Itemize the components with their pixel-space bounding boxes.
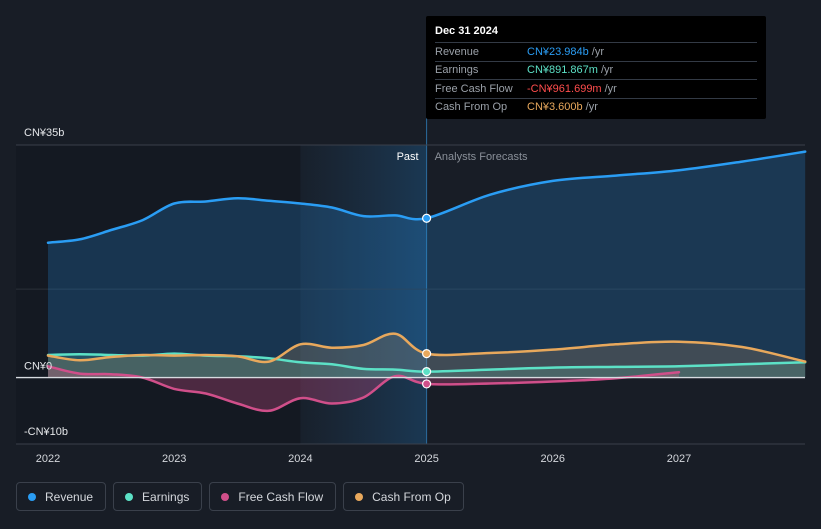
past-background [16,145,301,444]
tooltip-unit: /yr [591,45,605,58]
tooltip-row-revenue: Revenue CN¥23.984b /yr [435,42,757,61]
x-tick-label: 2025 [414,453,438,465]
legend-label: Free Cash Flow [238,489,324,504]
x-tick-label: 2027 [667,453,691,465]
y-tick-label: CN¥35b [24,127,64,139]
legend-label: Earnings [142,489,190,504]
tooltip-value: -CN¥961.699m [527,82,602,95]
legend-label: Cash From Op [372,489,451,504]
revenue-area [48,151,806,378]
legend-item-revenue[interactable]: Revenue [16,482,107,511]
tooltip-unit: /yr [604,82,617,95]
free-cash-flow-line [46,365,681,413]
tooltip-label: Earnings [435,64,479,77]
tooltip-value: CN¥23.984b [527,45,589,58]
cash-from-op-line [46,332,807,364]
forecast-label: Analysts Forecasts [435,151,528,163]
x-tick-label: 2022 [36,453,60,465]
cash-from-op-highlight-point [422,349,432,359]
y-tick-label: -CN¥10b [24,426,68,438]
tooltip-label: Revenue [435,45,480,58]
tooltip-unit: /yr [600,64,614,77]
legend-item-earnings[interactable]: Earnings [113,482,203,511]
free-cash-flow-highlight-point [422,379,432,389]
legend: Revenue Earnings Free Cash Flow Cash Fro… [16,482,464,511]
legend-label: Revenue [45,489,94,504]
tooltip-date: Dec 31 2024 [435,25,498,37]
tooltip-row-free-cash-flow: Free Cash Flow -CN¥961.699m /yr [435,79,757,98]
past-highlight-region [300,145,427,444]
tooltip-value: CN¥891.867m [527,64,598,77]
revenue-dot-icon [28,492,36,501]
earnings-area [48,353,806,378]
free-cash-flow-area [48,366,679,411]
free-cash-flow-dot-icon [221,492,230,501]
past-label: Past [397,151,419,163]
legend-item-free-cash-flow[interactable]: Free Cash Flow [209,482,337,511]
earnings-highlight-point [422,367,432,377]
legend-item-cash-from-op[interactable]: Cash From Op [343,482,464,511]
tooltip-row-earnings: Earnings CN¥891.867m /yr [435,60,757,80]
tooltip-unit: /yr [585,101,598,114]
earnings-dot-icon [125,492,134,501]
x-tick-label: 2023 [162,453,186,465]
x-tick-label: 2024 [288,453,312,465]
cash-from-op-dot-icon [355,492,364,501]
tooltip: Dec 31 2024 Revenue CN¥23.984b /yr Earni… [426,16,766,119]
tooltip-row-cash-from-op: Cash From Op CN¥3.600b /yr [435,97,757,117]
x-tick-label: 2026 [541,453,565,465]
tooltip-label: Free Cash Flow [435,82,513,95]
y-tick-label: CN¥0 [24,361,52,373]
revenue-highlight-point [422,213,432,223]
revenue-line [46,150,807,244]
tooltip-label: Cash From Op [435,101,508,114]
tooltip-value: CN¥3.600b [527,101,583,114]
